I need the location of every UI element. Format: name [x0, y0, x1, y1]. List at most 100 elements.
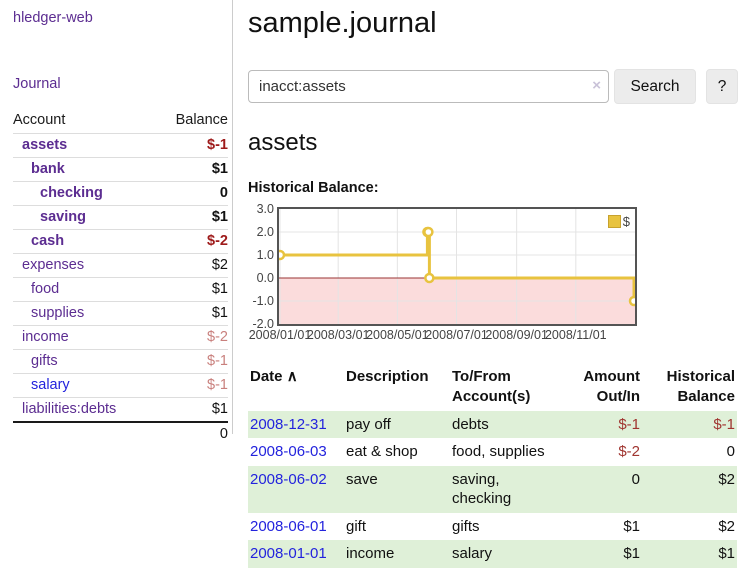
- account-balance: $-1: [155, 133, 228, 158]
- amount-column-header: Amount Out/In: [583, 368, 640, 406]
- description-column-header: Description: [346, 368, 429, 385]
- account-link-salary[interactable]: salary: [31, 377, 70, 393]
- account-row: salary $-1: [13, 373, 228, 398]
- legend-label: $: [622, 214, 630, 229]
- y-tick-label: 0.0: [256, 271, 274, 285]
- x-tick-label: 2008/07/01: [425, 328, 488, 342]
- sort-ascending-icon: ∧: [286, 368, 298, 385]
- search-input[interactable]: [248, 70, 609, 103]
- register-row: 2008-06-03 eat & shop food, supplies $-2…: [248, 438, 737, 466]
- balance-column-header: Balance: [155, 109, 228, 134]
- y-tick-label: 2.0: [256, 225, 274, 239]
- transaction-accounts: salary: [452, 545, 493, 562]
- transaction-accounts: debts: [452, 415, 489, 433]
- accounts-total-value: 0: [155, 421, 228, 446]
- brand-link[interactable]: hledger-web: [13, 10, 93, 26]
- help-button[interactable]: ?: [706, 69, 738, 104]
- transaction-amount: $1: [623, 545, 640, 562]
- account-row: expenses $2: [13, 253, 228, 278]
- y-tick-label: -2.0: [252, 317, 274, 331]
- balance-column-header: Historical Balance: [666, 368, 735, 406]
- accounts-table-header: Account Balance: [13, 109, 228, 134]
- account-balance: $-1: [155, 349, 228, 374]
- account-link-expenses[interactable]: expenses: [22, 257, 85, 273]
- x-tick-label: 2008/03/01: [306, 328, 370, 342]
- y-tick-label: -1.0: [252, 294, 274, 308]
- account-balance: $-1: [155, 373, 228, 398]
- account-link-bank[interactable]: bank: [31, 161, 65, 177]
- transaction-amount: 0: [631, 470, 640, 488]
- legend-swatch-icon: [607, 215, 621, 228]
- transaction-description: income: [346, 545, 395, 562]
- search-field-wrap: ×: [248, 70, 609, 103]
- clear-search-icon[interactable]: ×: [592, 77, 601, 94]
- x-tick-label: 2008/01/01: [248, 328, 312, 342]
- account-row: liabilities:debts $1: [13, 398, 228, 423]
- date-column-header[interactable]: Date ∧: [250, 368, 298, 385]
- register-row: 2008-06-01 gift gifts $1 $2: [248, 513, 737, 541]
- account-balance: $1: [155, 157, 228, 182]
- transaction-balance: $2: [718, 470, 735, 488]
- account-row: assets $-1: [13, 133, 228, 158]
- x-tick-label: 2008/09/01: [485, 328, 548, 342]
- transaction-description: pay off: [346, 415, 391, 433]
- register-header-row: Date ∧ Description To/From Account(s) Am…: [248, 364, 737, 411]
- account-balance: $1: [211, 401, 228, 417]
- sidebar-item-journal[interactable]: Journal: [13, 76, 61, 92]
- sidebar: hledger-web Journal Account Balance asse…: [0, 0, 233, 446]
- transaction-amount: $-2: [618, 443, 640, 460]
- chart-plot-area: $: [277, 207, 637, 326]
- transaction-accounts: saving, checking: [452, 470, 512, 508]
- register-row: 2008-06-02 save saving, checking 0 $2: [248, 465, 737, 513]
- transaction-balance: $-1: [713, 415, 735, 433]
- account-column-header: Account: [13, 109, 156, 134]
- search-button[interactable]: Search: [614, 69, 696, 104]
- account-link-food[interactable]: food: [31, 281, 60, 297]
- account-balance: $-2: [155, 325, 228, 350]
- account-row: supplies $1: [13, 301, 228, 326]
- account-link-supplies[interactable]: supplies: [31, 305, 85, 321]
- account-balance: $-2: [155, 229, 228, 254]
- register-table: Date ∧ Description To/From Account(s) Am…: [248, 364, 737, 568]
- transaction-description: save: [346, 470, 378, 488]
- account-link-checking[interactable]: checking: [40, 185, 103, 201]
- account-link-cash[interactable]: cash: [31, 233, 65, 249]
- account-row: cash $-2: [13, 229, 228, 254]
- x-tick-label: 2008/11/01: [544, 328, 607, 342]
- transaction-date-link[interactable]: 2008-12-31: [250, 415, 327, 433]
- transaction-date-link[interactable]: 2008-06-02: [250, 470, 327, 488]
- account-row: food $1: [13, 277, 228, 302]
- main-content: sample.journal × Search ? assets Histori…: [248, 0, 740, 568]
- account-balance: $1: [155, 277, 228, 302]
- x-tick-label: 2008/05/01: [366, 328, 429, 342]
- transaction-amount: $1: [623, 517, 640, 535]
- chart-x-axis: 2008/01/01 2008/03/01 2008/05/01 2008/07/01…: [249, 328, 637, 344]
- account-row: gifts $-1: [13, 349, 228, 374]
- account-heading: assets: [248, 129, 318, 156]
- transaction-accounts: gifts: [452, 517, 480, 535]
- transaction-accounts: food, supplies: [452, 443, 545, 460]
- chart-legend: $: [607, 214, 630, 229]
- y-tick-label: 1.0: [256, 248, 274, 262]
- transaction-date-link[interactable]: 2008-01-01: [250, 545, 327, 562]
- transaction-date-link[interactable]: 2008-06-01: [250, 517, 327, 535]
- account-link-saving[interactable]: saving: [40, 209, 86, 225]
- accounts-table: Account Balance assets $-1 bank $1 check…: [13, 109, 228, 446]
- account-row: checking 0: [13, 181, 228, 206]
- chart-y-axis: 3.0 2.0 1.0 0.0 -1.0 -2.0: [248, 202, 274, 331]
- transaction-amount: $-1: [618, 415, 640, 433]
- account-link-income[interactable]: income: [22, 329, 69, 345]
- page-title: sample.journal: [248, 7, 437, 39]
- account-link-liabilities-debts[interactable]: liabilities:debts: [22, 401, 117, 417]
- accounts-column-header: To/From Account(s): [452, 368, 531, 406]
- transaction-description: eat & shop: [346, 443, 418, 460]
- account-link-gifts[interactable]: gifts: [31, 353, 58, 369]
- historical-balance-chart: 3.0 2.0 1.0 0.0 -1.0 -2.0 $ 2008/01/01 2008/03…: [248, 202, 668, 347]
- account-link-assets[interactable]: assets: [22, 137, 68, 153]
- transaction-date-link[interactable]: 2008-06-03: [250, 443, 327, 460]
- account-row: bank $1: [13, 157, 228, 182]
- account-balance: 0: [155, 181, 228, 206]
- account-row: saving $1: [13, 205, 228, 230]
- account-balance: $2: [155, 253, 228, 278]
